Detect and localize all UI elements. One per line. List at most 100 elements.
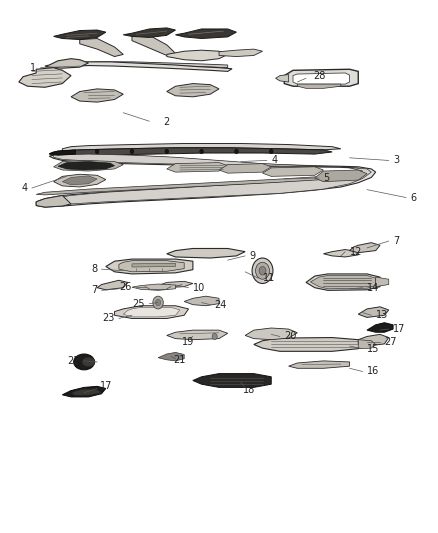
Circle shape — [269, 149, 273, 154]
Text: 17: 17 — [393, 324, 406, 334]
Polygon shape — [297, 84, 341, 88]
Polygon shape — [311, 276, 376, 289]
Text: 8: 8 — [91, 264, 97, 274]
Text: 25: 25 — [133, 298, 145, 309]
Text: 27: 27 — [385, 337, 397, 347]
Text: 10: 10 — [193, 282, 205, 293]
Polygon shape — [167, 330, 228, 340]
Polygon shape — [36, 154, 371, 206]
Polygon shape — [284, 69, 358, 86]
Polygon shape — [315, 170, 367, 182]
Polygon shape — [71, 62, 228, 68]
Polygon shape — [80, 38, 123, 56]
Polygon shape — [293, 73, 350, 84]
Polygon shape — [262, 167, 323, 176]
Text: 22: 22 — [67, 356, 80, 366]
Text: 4: 4 — [21, 183, 28, 193]
Ellipse shape — [82, 357, 95, 367]
Polygon shape — [132, 284, 176, 290]
Polygon shape — [132, 263, 176, 267]
Circle shape — [200, 149, 203, 154]
Polygon shape — [306, 274, 380, 290]
Polygon shape — [376, 277, 389, 287]
Polygon shape — [53, 160, 123, 171]
Text: 23: 23 — [102, 313, 115, 324]
Polygon shape — [219, 164, 271, 173]
Text: 19: 19 — [182, 337, 194, 347]
Text: 7: 7 — [91, 285, 97, 295]
Polygon shape — [167, 163, 228, 172]
Circle shape — [212, 333, 217, 340]
Polygon shape — [115, 306, 188, 318]
Text: 20: 20 — [284, 332, 297, 342]
Circle shape — [252, 258, 273, 284]
Text: 2: 2 — [164, 117, 170, 127]
Polygon shape — [184, 296, 219, 306]
Polygon shape — [62, 386, 106, 397]
Polygon shape — [123, 308, 180, 317]
Circle shape — [155, 300, 161, 306]
Text: 16: 16 — [367, 367, 379, 376]
Circle shape — [235, 149, 238, 154]
Text: 9: 9 — [250, 251, 256, 261]
Text: 26: 26 — [120, 281, 132, 292]
Polygon shape — [158, 352, 184, 361]
Text: 14: 14 — [367, 282, 379, 293]
Polygon shape — [219, 49, 262, 56]
Polygon shape — [167, 50, 228, 61]
Polygon shape — [158, 281, 193, 288]
Polygon shape — [53, 174, 106, 187]
Text: 4: 4 — [271, 156, 277, 165]
Polygon shape — [245, 328, 297, 340]
Polygon shape — [176, 29, 237, 38]
Circle shape — [95, 149, 99, 154]
Text: 3: 3 — [393, 156, 399, 165]
Polygon shape — [58, 161, 115, 170]
Text: 17: 17 — [100, 381, 112, 391]
Polygon shape — [36, 196, 71, 207]
Polygon shape — [358, 340, 376, 349]
Polygon shape — [167, 248, 245, 258]
Polygon shape — [97, 280, 127, 290]
Text: 6: 6 — [410, 192, 417, 203]
Polygon shape — [323, 249, 358, 257]
Polygon shape — [358, 334, 389, 346]
Polygon shape — [106, 259, 193, 274]
Circle shape — [165, 149, 169, 154]
Text: 15: 15 — [367, 344, 379, 354]
Polygon shape — [71, 389, 102, 395]
Text: 5: 5 — [323, 173, 330, 183]
Polygon shape — [367, 322, 393, 332]
Text: 12: 12 — [350, 247, 362, 257]
Text: 18: 18 — [244, 384, 256, 394]
Polygon shape — [62, 143, 341, 151]
Polygon shape — [45, 59, 88, 68]
Polygon shape — [132, 35, 176, 55]
Polygon shape — [119, 261, 184, 272]
Polygon shape — [358, 307, 389, 317]
Polygon shape — [49, 150, 75, 155]
Circle shape — [255, 262, 269, 279]
Circle shape — [259, 266, 266, 275]
Polygon shape — [276, 75, 289, 82]
Circle shape — [153, 296, 163, 309]
Polygon shape — [289, 361, 350, 368]
Circle shape — [130, 149, 134, 154]
Polygon shape — [36, 154, 376, 207]
Text: 24: 24 — [215, 300, 227, 310]
Text: 7: 7 — [393, 236, 399, 246]
Polygon shape — [36, 173, 363, 195]
Polygon shape — [19, 68, 71, 87]
Text: 1: 1 — [30, 63, 36, 72]
Polygon shape — [62, 176, 97, 185]
Text: 21: 21 — [173, 356, 186, 365]
Polygon shape — [167, 84, 219, 97]
Polygon shape — [71, 89, 123, 102]
Polygon shape — [193, 374, 271, 387]
Text: 11: 11 — [262, 273, 275, 283]
Polygon shape — [350, 243, 380, 253]
Polygon shape — [49, 148, 332, 156]
Polygon shape — [254, 337, 367, 351]
Text: 28: 28 — [313, 70, 325, 80]
Ellipse shape — [74, 354, 95, 370]
